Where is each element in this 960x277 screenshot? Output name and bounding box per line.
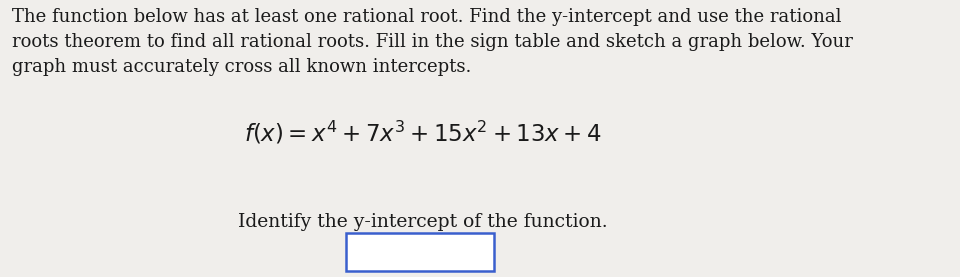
Text: $f(x) = x^4 + 7x^3 + 15x^2 + 13x + 4$: $f(x) = x^4 + 7x^3 + 15x^2 + 13x + 4$: [244, 119, 601, 147]
FancyBboxPatch shape: [346, 233, 494, 271]
Text: Identify the y-intercept of the function.: Identify the y-intercept of the function…: [237, 213, 608, 230]
Text: The function below has at least one rational root. Find the y-intercept and use : The function below has at least one rati…: [12, 8, 853, 76]
